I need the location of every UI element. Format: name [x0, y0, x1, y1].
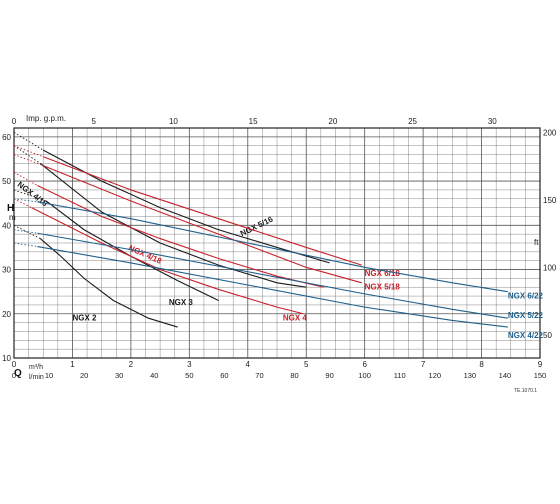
x-tick-lmin-label: 150	[534, 371, 547, 380]
x-tick-lmin-label: 90	[325, 371, 333, 380]
x-axis-label-q: Q	[14, 368, 22, 379]
tick-labels: 0 1 2 3 4 5 6 7 8 90 10 20 30 40 50 60 70 80 90 100 110 120 13…	[2, 117, 557, 380]
curve-label: NGX 3	[169, 298, 194, 307]
curve-dotted-segment	[13, 171, 38, 186]
y-tick-m-label: 60	[2, 133, 11, 142]
pump-curve-line	[37, 232, 508, 319]
x-tick-gpm-label: 20	[328, 117, 337, 126]
x-tick-lmin-label: 10	[45, 371, 53, 380]
curve-dotted-segment	[13, 242, 38, 247]
curve-label: NGX 2	[72, 313, 97, 322]
pump-curve-line	[39, 162, 307, 288]
y-axis-unit-m: m	[9, 213, 16, 222]
curve-label: NGX 4/22	[508, 331, 544, 340]
y-tick-ft-label: 100	[543, 263, 557, 272]
x-tick-lmin-label: 40	[150, 371, 158, 380]
curve-label: NGX 6/18	[365, 269, 401, 278]
x-tick-lmin-label: 110	[394, 371, 406, 380]
x-tick-gpm-label: 0	[12, 117, 17, 126]
y-tick-m-label: 20	[2, 310, 11, 319]
curve-label: NGX 5/16	[239, 214, 275, 238]
curve-dotted-segment	[13, 189, 47, 202]
pump-curve-line	[43, 156, 362, 266]
curve-label: NGX 4	[283, 313, 308, 322]
x-axis-unit-lmin: l/min	[29, 374, 44, 381]
curve-dotted-segment	[13, 198, 38, 203]
pump-curve-line	[31, 207, 304, 315]
curve-dotted-segment	[13, 198, 32, 209]
y-axis-label-h: H	[7, 203, 14, 214]
x-tick-lmin-label: 50	[185, 371, 193, 380]
x-tick-lmin-label: 30	[115, 371, 123, 380]
x-axis-unit-m3h: m³/h	[29, 364, 43, 371]
curve-dotted-segment	[13, 132, 44, 151]
x-tick-lmin-label: 0	[12, 371, 16, 380]
curve-dotted-segment	[13, 224, 41, 239]
x-tick-lmin-label: 20	[80, 371, 88, 380]
x-tick-lmin-label: 70	[255, 371, 263, 380]
x-tick-gpm-label: 25	[408, 117, 417, 126]
x-tick-lmin-label: 80	[290, 371, 298, 380]
y-tick-m-label: 10	[2, 354, 11, 363]
x-tick-lmin-label: 60	[220, 371, 228, 380]
pump-curve-line	[37, 245, 508, 328]
x-tick-gpm-label: 15	[249, 117, 258, 126]
y-tick-m-label: 40	[2, 221, 11, 230]
x-tick-m3h-label: 0	[12, 360, 17, 369]
x-tick-m3h-label: 3	[187, 360, 192, 369]
curve-dotted-segment	[13, 229, 38, 234]
curve-label: NGX 6/22	[508, 291, 544, 300]
pump-curve-line	[39, 238, 178, 328]
chart-code: TE.1070.1	[514, 388, 537, 394]
x-tick-lmin-label: 130	[464, 371, 477, 380]
x-tick-m3h-label: 9	[538, 360, 543, 369]
x-tick-gpm-label: 30	[488, 117, 497, 126]
curve-label: NGX 5/22	[508, 311, 544, 320]
y-tick-ft-label: 150	[543, 196, 557, 205]
pump-curve-line	[37, 201, 508, 293]
x-tick-lmin-label: 120	[429, 371, 442, 380]
curve-label: NGX 4/16	[16, 180, 50, 209]
y-tick-ft-label: 50	[543, 331, 552, 340]
pump-curve-line	[42, 149, 330, 264]
x-tick-m3h-label: 4	[246, 360, 251, 369]
y-tick-m-label: 50	[2, 177, 11, 186]
pump-curve-line	[43, 165, 362, 284]
x-tick-m3h-label: 5	[304, 360, 309, 369]
x-tick-m3h-label: 8	[479, 360, 484, 369]
x-tick-m3h-label: 7	[421, 360, 426, 369]
imp-gpm-axis-label: Imp. g.p.m.	[26, 114, 66, 123]
x-tick-gpm-label: 5	[91, 117, 96, 126]
x-tick-m3h-label: 2	[129, 360, 134, 369]
x-tick-m3h-label: 1	[70, 360, 75, 369]
x-tick-lmin-label: 100	[358, 371, 371, 380]
y-tick-m-label: 30	[2, 266, 11, 275]
x-tick-lmin-label: 140	[499, 371, 512, 380]
x-tick-m3h-label: 6	[362, 360, 367, 369]
y-tick-ft-label: 200	[543, 129, 557, 138]
y-axis-unit-ft: ft	[534, 238, 539, 247]
x-tick-gpm-label: 10	[169, 117, 178, 126]
curve-label: NGX 5/18	[365, 282, 401, 291]
